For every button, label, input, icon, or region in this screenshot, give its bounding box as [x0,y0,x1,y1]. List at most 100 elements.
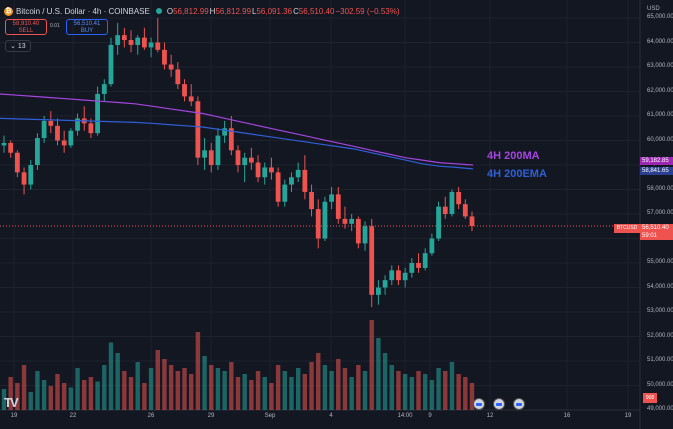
ema200-price-tag: 58,841.65 [640,167,673,175]
economic-event-icon[interactable] [473,398,485,410]
time-tick-label: 19 [624,413,632,419]
time-tick-label: Sep [264,413,276,419]
market-status-icon [155,8,162,14]
volume-bar [309,362,314,410]
volume-bar [215,368,221,410]
volume-bar [423,374,428,410]
volume-bar [443,371,448,410]
volume-bar [282,371,287,410]
volume-bar [128,377,134,410]
volume-bar [229,362,234,410]
volume-bar [402,374,408,410]
candle-body [322,201,328,239]
volume-bar [316,353,321,410]
candle-body [228,128,234,151]
candle-body [315,209,321,239]
candle-body [382,280,388,288]
volume-bar [148,368,154,410]
price-tick-label: 54,000.00 [647,283,673,290]
close-label: C [293,6,299,16]
volume-bar [289,377,294,410]
candle-body [449,191,455,214]
volume-bar [175,371,181,410]
volume-bar [108,342,114,410]
price-tick-label: 52,000.00 [647,332,673,339]
candle-body [95,93,100,134]
volume-bar [55,374,60,410]
open-value: 56,812.99 [173,6,209,16]
time-tick-label: 22 [69,413,77,419]
currency-label: USD [647,6,660,12]
candle-body [355,218,361,244]
candle-body [21,172,27,185]
candle-body [275,172,281,202]
indicators-count: 13 [17,43,26,50]
candle-body [235,150,241,165]
time-tick-label: 14:00 [397,413,413,419]
candle-body [342,218,348,224]
sell-button[interactable]: 58,910.40 SELL [5,19,47,35]
candle-body [442,206,448,214]
bar-countdown-tag: 59:01 [640,232,673,240]
volume-bar [35,371,40,410]
candle-body [55,125,60,141]
candle-body [389,270,395,281]
volume-bar [82,380,87,410]
volume-bar [342,368,348,410]
last-price-tag: 56,510.40 [640,224,673,232]
economic-event-icon[interactable] [493,398,505,410]
time-tick-label: 16 [563,413,571,419]
economic-event-icon[interactable] [513,398,525,410]
price-tick-label: 65,000.00 [647,14,673,20]
candle-body [222,128,228,136]
time-tick-label: 12 [486,413,494,419]
candle-body [436,206,441,239]
candle-body [376,287,381,295]
volume-bar [88,377,94,410]
high-label: H [209,6,216,16]
change-value: −302.59 (−0.53%) [335,6,400,16]
volume-bar [249,380,254,410]
open-label: O [166,6,174,16]
indicators-toggle-button[interactable]: ⌄ 13 [5,40,31,52]
volume-bar [362,371,368,410]
symbol-name[interactable]: Bitcoin / U.S. Dollar [16,6,86,16]
volume-bar [155,350,160,410]
volume-bar [162,359,167,410]
volume-bar [262,377,267,410]
ema200-label: 4H 200EMA [487,168,547,180]
volume-bar [48,386,53,410]
candle-body [215,135,221,165]
candle-body [396,270,401,281]
price-tick-label: 50,000.00 [647,381,673,388]
sell-price: 58,910.40 [12,21,40,27]
high-value: 56,812.99 [215,6,252,16]
candle-body [168,64,174,70]
candle-body [402,272,408,281]
volume-bar [15,383,20,410]
candle-body [282,184,288,202]
candle-body [416,263,421,268]
volume-bar [68,387,74,410]
volume-bar [209,365,214,410]
close-value: 56,510.40 [298,6,335,16]
interval[interactable]: 4h [92,6,102,16]
price-tick-label: 53,000.00 [647,308,673,314]
buy-button[interactable]: 56,510.41 BUY [66,19,108,35]
volume-bar [322,365,328,410]
candle-body [456,191,462,205]
volume-bar [21,365,27,410]
volume-bar [182,368,187,410]
tradingview-logo[interactable]: TV [4,395,19,410]
candle-body [202,150,207,158]
candle-body [349,218,355,224]
candle-body [142,37,147,48]
auto-scale-button[interactable]: 908 [643,393,657,403]
symbol-price-tag: BTCUSD [614,224,640,233]
time-tick-label: 9 [428,413,432,419]
volume-bar [8,377,13,410]
candle-body [35,138,40,165]
volume-bar [382,353,388,410]
volume-bar [135,362,140,410]
